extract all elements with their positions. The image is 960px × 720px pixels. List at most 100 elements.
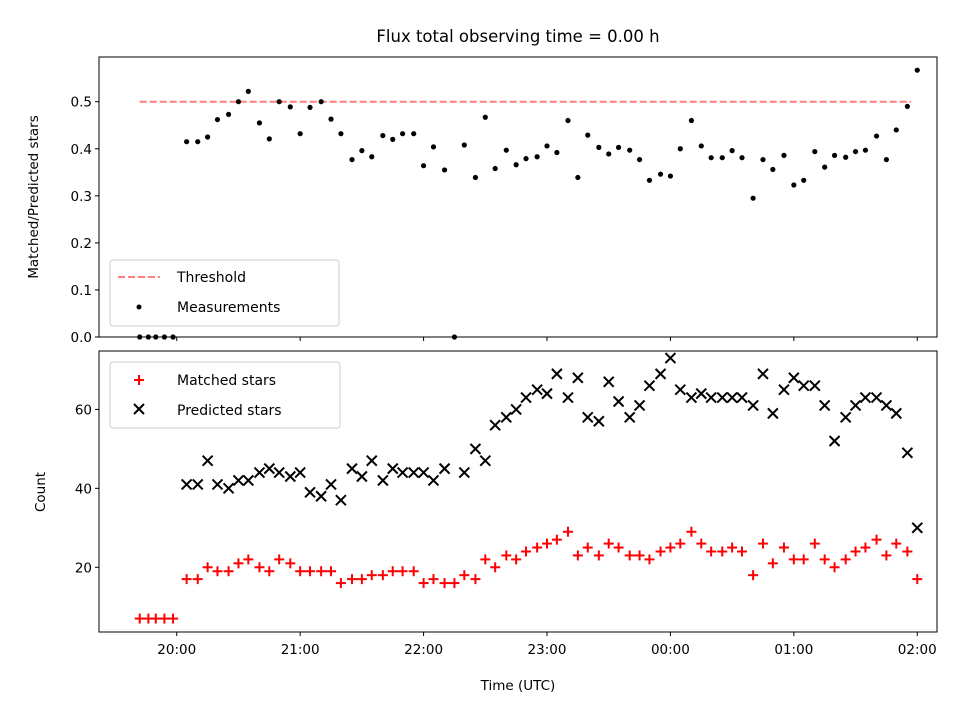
measurement-point [739,155,745,161]
predicted-star-point [747,399,759,412]
matched-star-point [377,570,388,581]
predicted-star-point [612,395,625,408]
matched-star-point [326,566,337,577]
predicted-star-point [192,478,204,491]
top-legend: Threshold Measurements [109,259,340,327]
matched-star-point [243,554,254,565]
predicted-star-point [870,391,883,404]
matched-star-point [798,554,809,565]
measurement-point [214,116,221,123]
matched-star-point [192,574,203,585]
predicted-star-point [685,391,698,404]
measurement-point [318,99,324,105]
measurement-point [812,148,818,155]
predicted-star-point [325,478,337,491]
matched-star-point [686,526,697,537]
matched-star-point [295,566,306,577]
matched-star-point [850,546,861,557]
predicted-star-point [582,411,594,424]
measurement-point [914,67,920,73]
measurement-point [503,147,509,153]
bottom-axes-frame [98,350,938,633]
predicted-star-point [809,380,821,392]
measurement-point [615,144,622,150]
predicted-star-point [593,415,605,427]
top-legend-box [109,259,340,327]
x-tick-label: 21:00 [281,642,320,658]
matched-star-point [387,566,398,577]
x-tick-label: 02:00 [898,642,937,658]
measurement-point [349,156,355,163]
bottom-plot-area [134,352,923,624]
predicted-star-point [726,391,738,404]
measurement-point [862,147,869,153]
predicted-star-point [500,411,512,424]
measurement-point [235,99,242,105]
predicted-star-point [901,447,914,459]
predicted-star-point [315,490,327,502]
top-y-axis-label: Matched/Predicted stars [26,115,42,278]
measurement-point [596,144,602,150]
predicted-star-point [346,462,358,475]
predicted-star-point [408,466,420,479]
predicted-star-point [201,455,214,467]
predicted-star-point [242,474,255,487]
matched-star-point [264,566,275,577]
measurement-point [791,182,797,188]
measurement-point [770,166,776,173]
predicted-star-point [469,443,482,455]
matched-star-point [233,558,244,569]
measurement-point [307,104,313,110]
matched-star-point [748,570,759,581]
predicted-star-point [263,462,276,475]
matched-star-point [134,613,145,624]
measurement-point [359,148,365,154]
matched-star-point [428,574,439,585]
predicted-star-point [654,368,667,380]
matched-star-point [788,554,799,565]
measurement-point [461,142,467,148]
measurement-point [245,88,251,94]
top-axes-frame [98,56,938,338]
x-tick-label: 22:00 [404,642,443,658]
predicted-star-point [232,474,245,487]
measurement-point [554,149,560,156]
matched-star-point [655,546,666,557]
predicted-star-point [798,380,810,392]
measurement-point [646,177,653,183]
top-y-tick-label: 0.4 [71,142,92,158]
measurement-point [195,139,201,145]
predicted-star-point [849,399,862,412]
predicted-star-point [253,466,266,479]
matched-star-point [767,558,778,569]
measurement-point [698,143,704,149]
matched-star-point [285,558,296,569]
predicted-star-point [674,383,687,396]
measurement-point [636,156,643,163]
matched-star-point [737,546,748,557]
top-y-tick-label: 0.1 [71,283,92,299]
predicted-star-point [695,387,707,400]
matched-star-point [881,550,892,561]
measurement-point [276,99,282,105]
predicted-star-point [479,455,492,467]
matched-star-point [459,570,470,581]
predicted-star-point [572,372,584,384]
predicted-star-point [294,466,306,479]
predicted-star-point [664,352,677,364]
matched-star-point [159,613,170,624]
predicted-star-point [531,383,543,396]
matched-star-point [335,578,346,589]
top-y-tick-label: 0.0 [71,330,92,346]
measurement-point [420,163,427,169]
chart-title: Flux total observing time = 0.00 h [376,27,659,46]
predicted-star-point [859,391,872,404]
predicted-star-point [818,399,831,412]
matched-star-point [532,542,543,553]
predicted-star-point [767,407,779,420]
bottom-legend-box [109,361,341,429]
predicted-star-point [510,403,522,416]
measurement-point [523,156,529,162]
measurement-point [287,104,293,110]
predicted-star-point [778,383,790,396]
